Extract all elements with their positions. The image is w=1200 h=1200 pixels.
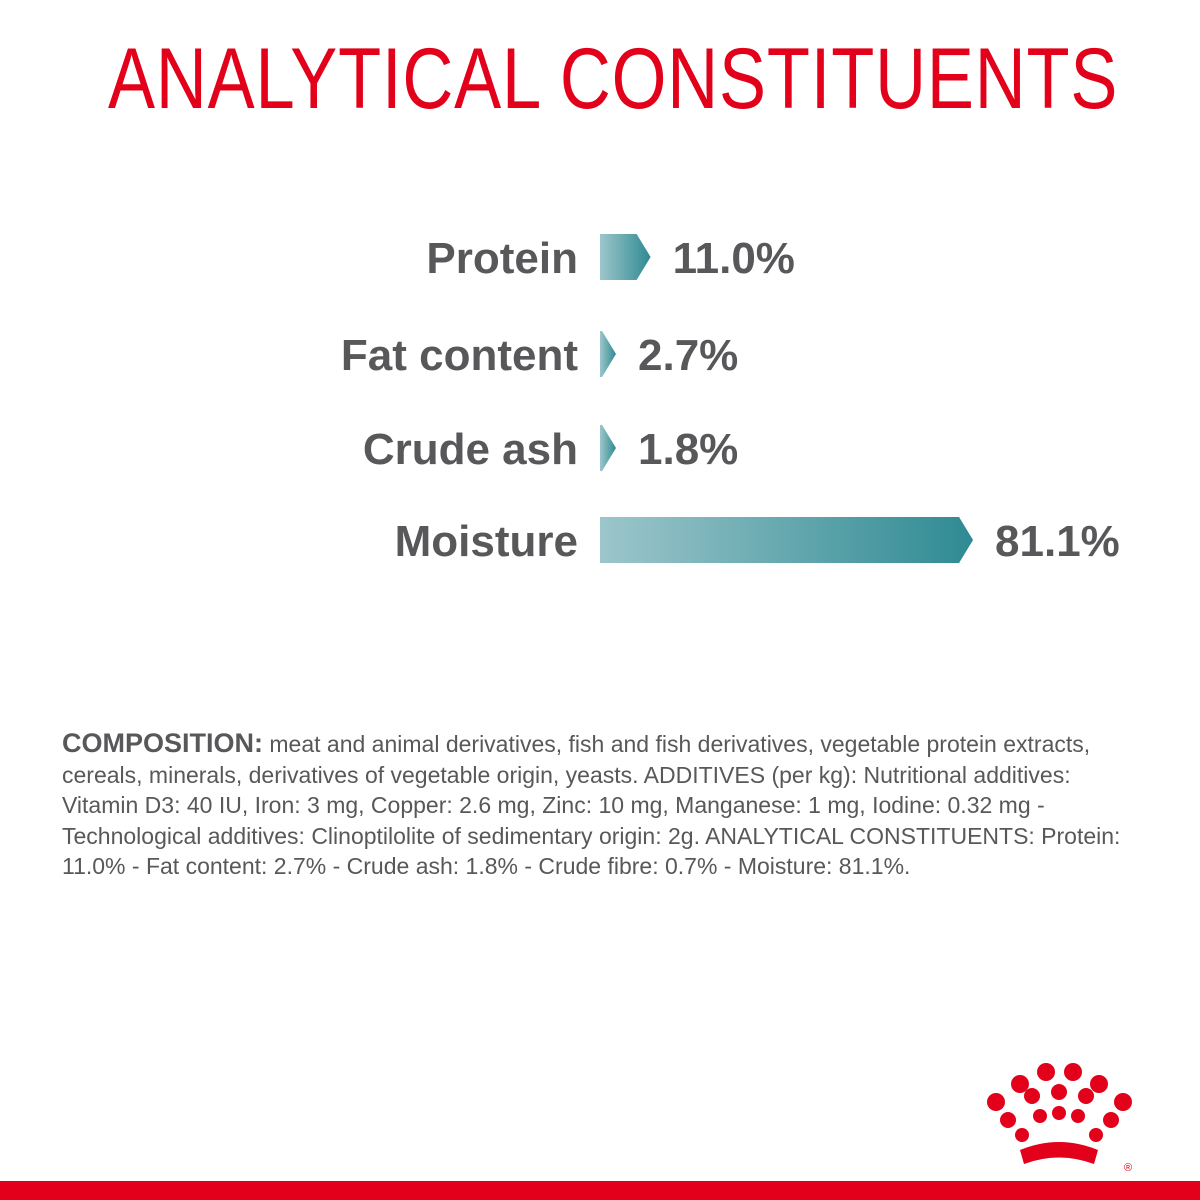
bar-chart: Protein 11.0% Fat content 2.7% Crude ash 1.8%… — [341, 234, 1120, 566]
composition-body: meat and animal derivatives, fish and fi… — [62, 731, 1121, 879]
value-label: 81.1% — [995, 517, 1120, 566]
logo-dot — [1052, 1106, 1066, 1120]
page-title: ANALYTICAL CONSTITUENTS — [108, 31, 1119, 127]
bar — [600, 234, 651, 280]
category-label: Crude ash — [363, 425, 578, 474]
logo-dot — [1064, 1063, 1082, 1081]
value-label: 2.7% — [638, 331, 738, 380]
bar — [600, 517, 974, 563]
logo-dot — [1089, 1128, 1103, 1142]
logo-dot — [1033, 1109, 1047, 1123]
crown-logo-icon: ® — [987, 1063, 1132, 1174]
logo-crown-base — [1020, 1142, 1098, 1164]
composition-label: COMPOSITION: — [62, 728, 263, 758]
logo-dot — [1024, 1088, 1040, 1104]
logo-dot — [1051, 1084, 1067, 1100]
chart-layer: Protein 11.0% Fat content 2.7% Crude ash 1.8%… — [341, 234, 1120, 566]
category-label: Protein — [426, 234, 578, 283]
bottom-brand-bar — [0, 1181, 1200, 1200]
registered-mark: ® — [1124, 1162, 1132, 1174]
logo-dot — [1071, 1109, 1085, 1123]
category-label: Moisture — [395, 517, 578, 566]
category-label: Fat content — [341, 331, 578, 380]
composition-text: COMPOSITION: meat and animal derivatives… — [62, 728, 1137, 882]
logo-dot — [1114, 1093, 1132, 1111]
bar — [600, 425, 616, 471]
logo-dot — [987, 1093, 1005, 1111]
logo-dot — [1011, 1075, 1029, 1093]
bar — [600, 331, 616, 377]
logo-dot — [1090, 1075, 1108, 1093]
logo-dot — [1000, 1112, 1016, 1128]
logo-dot — [1078, 1088, 1094, 1104]
logo-dot — [1015, 1128, 1029, 1142]
logo-dot — [1037, 1063, 1055, 1081]
value-label: 11.0% — [673, 234, 795, 283]
logo-dot — [1103, 1112, 1119, 1128]
value-label: 1.8% — [638, 425, 738, 474]
